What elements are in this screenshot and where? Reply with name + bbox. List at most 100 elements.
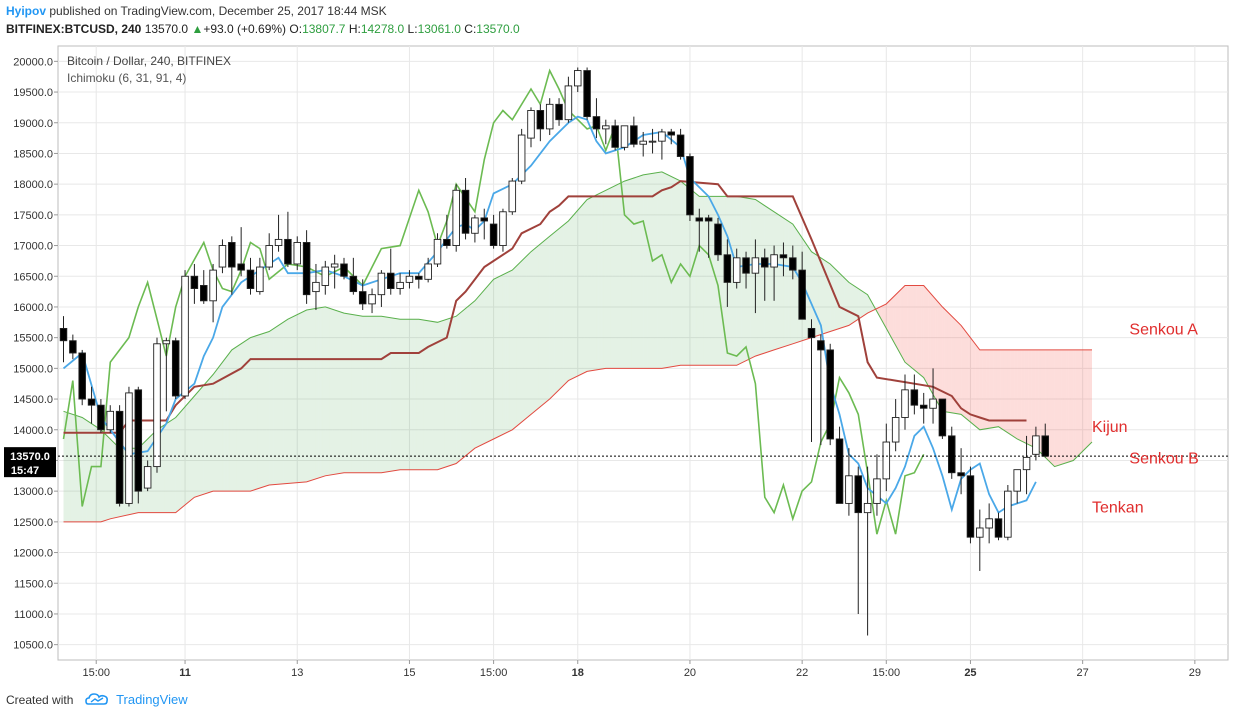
cloud-slice — [178, 412, 181, 511]
candle-body — [125, 392, 133, 504]
cloud-slice — [867, 294, 870, 314]
candle-body — [1041, 435, 1049, 457]
cloud-slice — [860, 290, 863, 318]
cloud-slice — [1068, 349, 1071, 462]
y-tick-label: 12000.0 — [13, 548, 53, 560]
candle-body — [882, 441, 891, 480]
last-price: 13570.0 — [144, 22, 189, 36]
cloud-slice — [93, 425, 97, 522]
cloud-slice — [500, 274, 503, 436]
cloud-slice — [566, 220, 569, 383]
cloud-slice — [855, 286, 859, 321]
cloud-slice — [912, 285, 915, 370]
cloud-slice — [937, 301, 941, 408]
cloud-slice — [290, 316, 293, 484]
cloud-slice — [526, 253, 529, 419]
cloud-slice — [540, 242, 543, 407]
cloud-slice — [914, 285, 917, 372]
cloud-slice — [1012, 349, 1015, 438]
cloud-slice — [556, 228, 560, 393]
candle-body — [929, 398, 937, 409]
tradingview-cloud-icon — [84, 692, 109, 709]
cloud-slice — [806, 244, 810, 340]
cloud-slice — [846, 280, 849, 327]
cloud-slice — [1066, 349, 1069, 463]
x-tick-label: 25 — [964, 667, 976, 679]
cloud-slice — [402, 319, 405, 470]
cloud-slice — [570, 215, 574, 380]
cloud-slice — [185, 404, 188, 505]
cloud-slice — [348, 313, 352, 473]
cloud-slice — [189, 398, 193, 502]
cloud-slice — [320, 307, 323, 478]
cloud-slice — [336, 310, 340, 474]
tradingview-brand[interactable]: TradingView — [116, 692, 188, 707]
cloud-slice — [379, 316, 382, 473]
cloud-slice — [809, 248, 812, 339]
cloud-slice — [685, 184, 688, 366]
cloud-slice — [909, 285, 913, 368]
cloud-slice — [355, 315, 359, 473]
cloud-slice — [1084, 349, 1088, 449]
cloud-slice — [900, 287, 903, 358]
cloud-slice — [626, 179, 630, 369]
cloud-slice — [881, 305, 884, 325]
cloud-slice — [979, 349, 983, 430]
y-tick-label: 19000.0 — [13, 118, 53, 130]
cloud-slice — [790, 222, 793, 345]
candle-body — [377, 272, 386, 296]
cloud-slice — [395, 318, 398, 471]
cloud-slice — [437, 321, 440, 470]
candle-body — [976, 527, 984, 538]
cloud-slice — [769, 208, 772, 352]
cloud-slice — [865, 293, 868, 315]
cloud-slice — [636, 176, 639, 369]
cloud-slice — [276, 325, 279, 485]
cloud-slice — [542, 240, 546, 405]
cloud-slice — [764, 205, 768, 353]
close-value: 13570.0 — [476, 22, 520, 36]
cloud-slice — [935, 298, 938, 403]
indicator-label: Ichimoku (6, 31, 91, 4) — [67, 71, 186, 85]
cloud-slice — [376, 316, 380, 473]
cloud-slice — [502, 273, 506, 435]
cloud-slice — [472, 300, 475, 451]
cloud-slice — [318, 307, 321, 479]
cloud-slice — [322, 306, 326, 477]
cloud-slice — [907, 285, 910, 367]
cloud-slice — [329, 308, 333, 476]
cloud-slice — [201, 385, 204, 495]
cloud-slice — [750, 198, 754, 359]
cloud-slice — [645, 174, 648, 369]
cloud-slice — [547, 236, 550, 401]
cloud-slice — [813, 253, 817, 337]
cloud-slice — [767, 207, 770, 353]
cloud-slice — [989, 349, 992, 429]
candle-body — [639, 140, 647, 145]
candle-body — [480, 217, 489, 222]
chart-title: Bitcoin / Dollar, 240, BITFINEX — [67, 54, 231, 68]
candle-body — [994, 518, 1003, 538]
cloud-slice — [921, 285, 924, 378]
cloud-slice — [166, 422, 169, 513]
annotation-senkou-a: Senkou A — [1129, 322, 1198, 339]
candle-body — [181, 275, 189, 397]
cloud-slice — [164, 423, 167, 513]
cloud-slice — [897, 290, 901, 354]
cloud-slice — [671, 176, 674, 367]
candle-body — [779, 254, 788, 259]
candle-body — [274, 238, 283, 247]
cloud-slice — [72, 414, 76, 522]
cloud-slice — [110, 438, 113, 519]
cloud-slice — [404, 319, 408, 470]
cloud-slice — [928, 290, 931, 391]
candle-body — [452, 189, 460, 246]
cloud-slice — [746, 197, 749, 361]
y-tick-label: 17500.0 — [13, 210, 53, 222]
cloud-slice — [388, 317, 391, 472]
cloud-slice — [505, 272, 508, 434]
cloud-slice — [664, 173, 667, 368]
publisher-link[interactable]: Hyipov — [6, 4, 47, 18]
cloud-slice — [1033, 349, 1036, 449]
